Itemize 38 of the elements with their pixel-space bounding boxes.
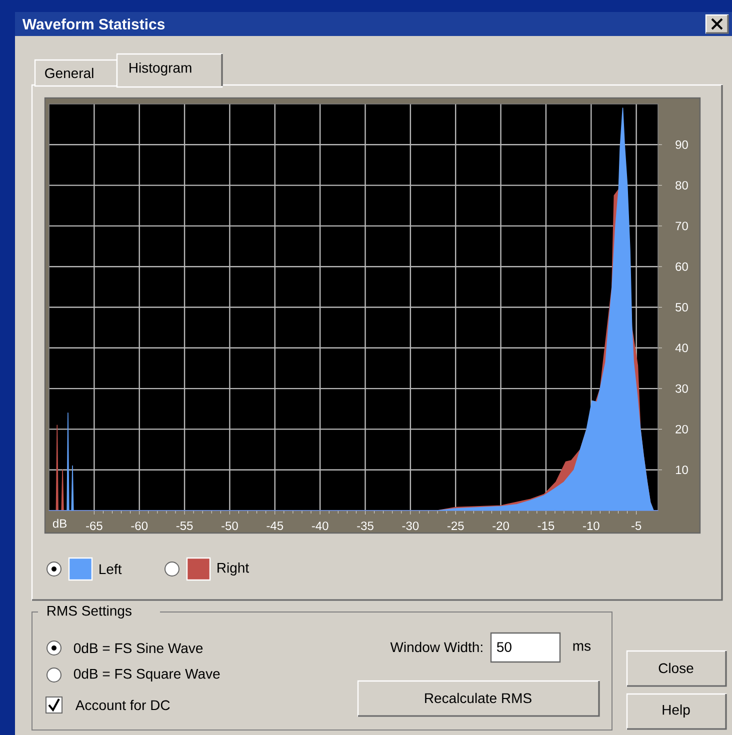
legend-label: Left (100, 564, 122, 574)
x-tick-label: -15 (538, 522, 554, 530)
x-tick-label: -35 (357, 522, 374, 530)
x-tick-label: -65 (86, 522, 102, 530)
y-tick-label: 80 (676, 181, 688, 190)
x-tick-label: -30 (402, 522, 419, 530)
y-tick-label: 10 (676, 466, 688, 474)
text: Histogram (130, 62, 192, 76)
text: 0dB = FS Square Wave (74, 668, 220, 682)
text: 0dB = FS Sine Wave (74, 642, 203, 654)
y-tick-label: 30 (676, 384, 688, 393)
x-tick-label: -20 (492, 522, 509, 530)
y-tick-label: 40 (675, 344, 688, 352)
x-tick-label: -25 (447, 522, 464, 530)
y-tick-label: 60 (676, 262, 688, 271)
text: 50 (496, 642, 512, 652)
x-tick-label: -5 (632, 522, 642, 530)
text: Help (662, 704, 690, 718)
x-tick-label: -50 (222, 522, 238, 530)
text: Account for DC (75, 700, 170, 710)
x-tick-label: -10 (583, 522, 600, 530)
y-tick-label: 50 (676, 303, 688, 312)
x-tick-label: -60 (131, 522, 148, 530)
y-tick-label: 90 (676, 140, 688, 149)
y-tick-label: 20 (676, 424, 688, 434)
chart-title: Waveform Statistics (22, 18, 165, 30)
text: Close (658, 662, 694, 674)
x-tick-label: -55 (176, 522, 193, 530)
text: General (45, 68, 94, 78)
legend-label: Right (218, 562, 249, 576)
x-tick-label: -40 (312, 522, 328, 530)
text: Window Width: (390, 642, 482, 652)
x-axis-title: dB (52, 518, 66, 528)
y-tick-label: 70 (676, 222, 688, 230)
x-tick-label: -45 (266, 522, 284, 530)
text: RMS Settings (48, 605, 132, 619)
text: Recalculate RMS (425, 692, 532, 704)
text: ms (573, 643, 591, 651)
